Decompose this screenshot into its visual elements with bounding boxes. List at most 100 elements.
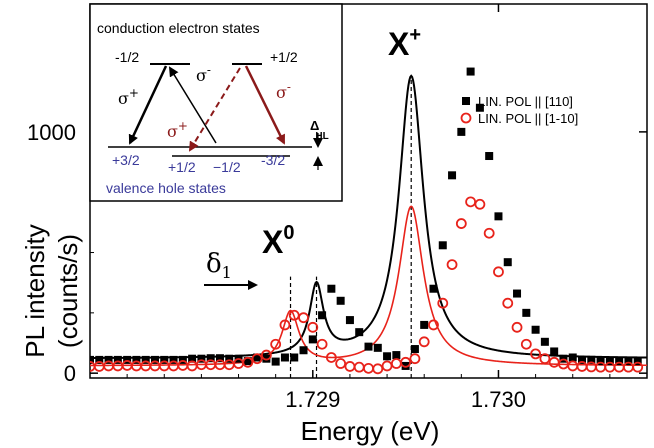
data-point-square [596, 357, 605, 366]
data-point-circle [465, 196, 477, 208]
data-point-circle [483, 227, 495, 239]
data-point-square [383, 352, 392, 361]
data-point-square [420, 320, 429, 329]
data-point-square [169, 355, 178, 364]
data-point-square [605, 357, 614, 366]
data-point-square [457, 127, 466, 136]
data-point-circle [307, 321, 319, 333]
data-point-circle [493, 266, 504, 278]
data-point-circle [270, 338, 282, 350]
cond-right-label: +1/2 [270, 49, 298, 65]
sigma-plus-label-red: σ+ [167, 119, 188, 141]
data-point-circle [279, 319, 291, 331]
data-point-circle [316, 338, 328, 350]
data-point-square [568, 353, 577, 362]
legend-label-110: LIN. POL || [110] [478, 94, 573, 109]
transition-sigma-plus-red [188, 67, 241, 152]
data-point-circle [298, 312, 309, 324]
val-label-minus-1-2: −1/2 [213, 159, 241, 175]
data-point-square [113, 355, 122, 364]
x-tick-label: 1.729 [285, 387, 340, 412]
data-point-square [624, 357, 633, 366]
data-point-circle [511, 321, 523, 333]
data-point-square [290, 353, 299, 362]
legend-marker-circle [460, 112, 472, 124]
data-point-square [225, 354, 234, 363]
data-point-circle [363, 362, 374, 374]
legend-label-1-10: LIN. POL || [1-10] [478, 111, 578, 126]
data-point-square [578, 355, 587, 364]
data-point-square [392, 351, 401, 360]
data-point-square [104, 355, 113, 364]
sigma-plus-label-black: σ+ [118, 86, 139, 108]
data-point-square [253, 353, 262, 362]
data-point-square [150, 355, 159, 364]
data-point-circle [260, 349, 272, 361]
data-point-circle [251, 353, 263, 365]
data-point-square [271, 357, 280, 366]
data-point-square [308, 335, 317, 344]
data-point-circle [353, 361, 365, 373]
legend: LIN. POL || [110] LIN. POL || [1-10] [460, 94, 578, 126]
legend-marker-square [462, 97, 470, 105]
data-point-circle [381, 360, 393, 372]
data-point-square [485, 152, 494, 161]
data-point-circle [418, 336, 430, 348]
data-point-square [633, 357, 642, 366]
data-point-square [364, 342, 373, 351]
data-point-square [132, 355, 141, 364]
cond-left-label: -1/2 [115, 49, 139, 65]
x-tick-label: 1.730 [471, 387, 526, 412]
data-point-circle [409, 353, 421, 365]
fit-curve [90, 205, 647, 367]
data-point-square [503, 258, 512, 267]
tick-labels: 1.729 1.730 0 1000 [27, 120, 526, 412]
data-point-square [243, 357, 252, 366]
val-label-minus-3-2: -3/2 [261, 152, 285, 168]
y-tick-label: 0 [64, 361, 76, 386]
data-point-square [615, 357, 624, 366]
data-point-circle [548, 356, 560, 368]
sigma-minus-label-red: σ- [276, 80, 291, 102]
data-point-square [522, 308, 531, 317]
data-point-square [160, 355, 169, 364]
data-point-square [438, 241, 447, 250]
data-point-square [345, 316, 354, 325]
peak-label-x-plus: X+ [388, 24, 421, 62]
y-axis-title-line2: (counts/s) [53, 234, 83, 348]
data-point-circle [539, 353, 551, 365]
data-point-circle [344, 361, 356, 372]
data-points [90, 67, 644, 375]
data-point-circle [335, 358, 347, 369]
data-point-circle [428, 319, 439, 331]
data-point-square [95, 355, 104, 364]
data-point-square [299, 346, 308, 355]
data-point-square [141, 355, 150, 364]
data-point-square [215, 354, 224, 363]
data-point-circle [474, 198, 486, 210]
data-point-circle [455, 218, 467, 229]
data-point-circle [502, 297, 514, 309]
transition-sigma-minus-black [168, 66, 217, 144]
data-point-square [466, 67, 475, 76]
data-point-square [475, 103, 484, 112]
data-point-circle [325, 352, 337, 363]
data-point-square [429, 284, 438, 293]
peak-label-x-zero: X0 [262, 222, 294, 260]
data-point-square [494, 212, 503, 221]
data-point-circle [242, 356, 254, 368]
transition-sigma-minus-red [244, 65, 286, 145]
data-point-circle [400, 356, 412, 368]
inset-title: conduction electron states [97, 20, 260, 36]
data-point-square [178, 355, 187, 364]
inset-level-diagram: conduction electron states -1/2 +1/2 +3/… [89, 3, 343, 202]
val-label-plus-1-2: +1/2 [168, 159, 196, 175]
data-point-circle [520, 338, 532, 350]
data-point-square [410, 345, 419, 354]
data-point-circle [437, 297, 449, 309]
data-point-square [206, 354, 215, 363]
inset-bottom-label: valence hole states [106, 180, 226, 196]
data-point-circle [186, 360, 198, 372]
data-point-square [587, 355, 596, 364]
